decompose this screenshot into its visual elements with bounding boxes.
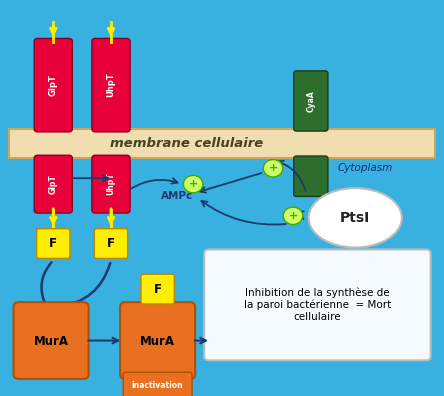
Text: F: F (107, 237, 115, 250)
Text: membrane cellulaire: membrane cellulaire (110, 137, 263, 150)
FancyBboxPatch shape (204, 249, 431, 360)
Text: AMPc: AMPc (161, 191, 193, 201)
Text: inactivation: inactivation (132, 381, 183, 390)
Circle shape (183, 175, 203, 193)
Circle shape (263, 160, 283, 177)
Text: F: F (154, 283, 162, 295)
Text: MurA: MurA (34, 335, 68, 348)
Text: GlpT: GlpT (49, 174, 58, 194)
FancyBboxPatch shape (34, 38, 72, 132)
Text: GlpT: GlpT (49, 74, 58, 96)
Text: Cytoplasm: Cytoplasm (337, 163, 392, 173)
Text: +: + (269, 163, 278, 173)
Text: CyaA: CyaA (306, 90, 315, 112)
Text: +: + (289, 211, 297, 221)
Text: UhpT: UhpT (107, 173, 115, 196)
Text: +: + (189, 179, 198, 189)
Text: F: F (49, 237, 57, 250)
FancyBboxPatch shape (36, 228, 70, 258)
Text: MurA: MurA (140, 335, 175, 348)
FancyBboxPatch shape (92, 155, 130, 213)
FancyBboxPatch shape (120, 302, 195, 379)
Circle shape (283, 207, 303, 225)
Ellipse shape (309, 188, 402, 248)
FancyBboxPatch shape (141, 274, 174, 304)
Text: PtsI: PtsI (340, 211, 370, 225)
Text: UhpT: UhpT (107, 73, 115, 97)
FancyBboxPatch shape (94, 228, 128, 258)
FancyBboxPatch shape (293, 71, 328, 131)
FancyBboxPatch shape (14, 302, 88, 379)
FancyBboxPatch shape (34, 155, 72, 213)
FancyBboxPatch shape (92, 38, 130, 132)
Text: Inhibition de la synthèse de
la paroi bactérienne  = Mort
cellulaire: Inhibition de la synthèse de la paroi ba… (244, 288, 391, 322)
FancyBboxPatch shape (9, 129, 435, 158)
FancyBboxPatch shape (123, 372, 192, 396)
FancyBboxPatch shape (293, 156, 328, 196)
